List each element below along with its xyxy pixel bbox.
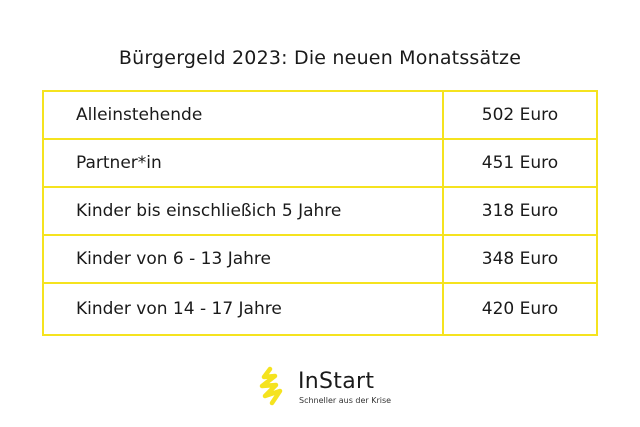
table-row: Alleinstehende 502 Euro [44,92,596,140]
brand-logo: InStart Schneller aus der Krise [256,366,396,410]
brand-tagline: Schneller aus der Krise [299,396,392,405]
rate-label: Kinder von 6 - 13 Jahre [76,249,272,269]
rate-value: 318 Euro [481,201,559,221]
rate-label: Partner*in [76,153,162,173]
lightning-scribble-icon [259,366,283,406]
page-title: Bürgergeld 2023: Die neuen Monatssätze [118,47,522,69]
table-row: Kinder von 6 - 13 Jahre 348 Euro [44,236,596,284]
brand-name: InStart [298,369,375,394]
rate-value: 502 Euro [481,105,559,125]
rate-label: Alleinstehende [76,105,203,125]
table-row: Partner*in 451 Euro [44,140,596,188]
table-row: Kinder von 14 - 17 Jahre 420 Euro [44,284,596,334]
rate-value: 348 Euro [481,249,559,269]
column-divider [442,92,444,334]
rate-value: 420 Euro [481,299,559,319]
rate-label: Kinder von 14 - 17 Jahre [76,299,282,319]
rate-label: Kinder bis einschließich 5 Jahre [76,201,342,221]
table-row: Kinder bis einschließich 5 Jahre 318 Eur… [44,188,596,236]
rate-value: 451 Euro [481,153,559,173]
rates-table: Alleinstehende 502 Euro Partner*in 451 E… [42,90,598,336]
